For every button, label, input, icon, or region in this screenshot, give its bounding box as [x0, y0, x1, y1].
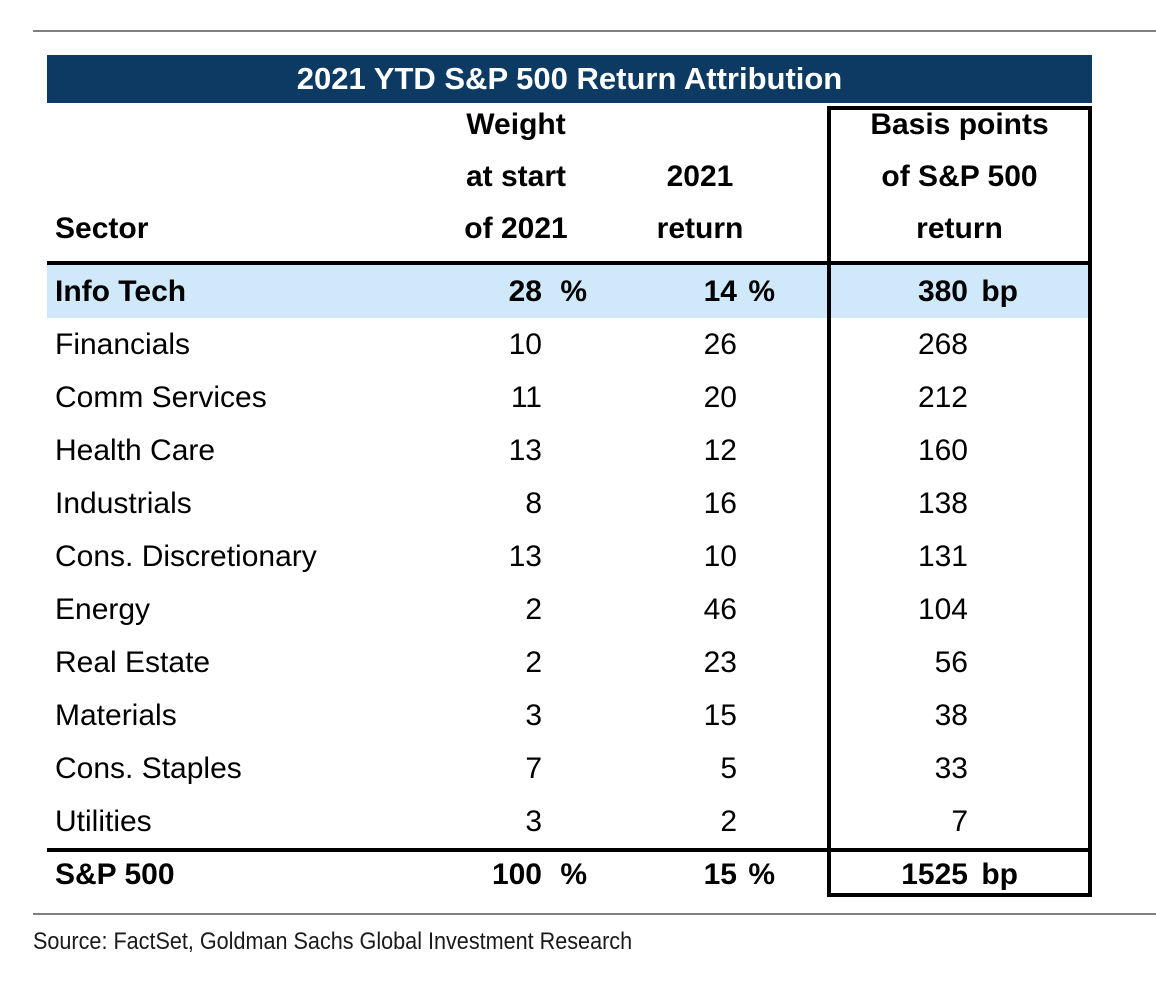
- weight-cell: 8: [525, 486, 542, 520]
- return-cell: 10: [703, 539, 737, 573]
- sector-name: Cons. Staples: [55, 751, 242, 785]
- top-divider: [33, 30, 1156, 32]
- bp-cell: 1525 bp: [901, 857, 1018, 891]
- source-divider: [33, 913, 1156, 915]
- bp-cell: 268: [917, 327, 968, 361]
- source-attribution: Source: FactSet, Goldman Sachs Global In…: [33, 928, 633, 955]
- weight-cell: 7: [525, 751, 542, 785]
- bp-cell: 7: [951, 804, 968, 838]
- weight-cell: 13: [508, 433, 542, 467]
- table-body: Info Tech 28% 14% 380 bp Financials 10 26…: [47, 265, 1092, 897]
- table-row-financials: Financials 10 26 268: [47, 318, 1092, 371]
- bp-cell: 138: [917, 486, 968, 520]
- header-sector: Sector: [47, 103, 407, 261]
- table-row-utilities: Utilities 3 2 7: [47, 795, 1092, 848]
- bp-cell: 33: [934, 751, 968, 785]
- bp-unit: bp: [981, 274, 1018, 308]
- bp-cell: 212: [917, 380, 968, 414]
- sector-name: S&P 500: [55, 857, 175, 891]
- bp-cell: 160: [917, 433, 968, 467]
- sector-name: Health Care: [55, 433, 216, 467]
- return-cell: 46: [703, 592, 737, 626]
- table-row-cons-staples: Cons. Staples 7 5 33: [47, 742, 1092, 795]
- table-row-health-care: Health Care 13 12 160: [47, 424, 1092, 477]
- return-unit: %: [748, 274, 775, 308]
- sector-name: Real Estate: [55, 645, 211, 679]
- return-cell: 26: [703, 327, 737, 361]
- table-row-industrials: Industrials 8 16 138: [47, 477, 1092, 530]
- return-attribution-table: 2021 YTD S&P 500 Return Attribution Sect…: [47, 55, 1092, 897]
- weight-cell: 13: [508, 539, 542, 573]
- table-row-sp500-total: S&P 500 100% 15% 1525 bp: [47, 848, 1092, 897]
- bp-cell: 131: [917, 539, 968, 573]
- table-row-materials: Materials 3 15 38: [47, 689, 1092, 742]
- header-return: 2021 return: [656, 160, 744, 245]
- sector-name: Industrials: [55, 486, 192, 520]
- table-row-energy: Energy 2 46 104: [47, 583, 1092, 636]
- table-row-real-estate: Real Estate 2 23 56: [47, 636, 1092, 689]
- bp-cell: 56: [934, 645, 968, 679]
- sector-name: Utilities: [55, 804, 152, 838]
- sector-name: Materials: [55, 698, 177, 732]
- sector-name: Financials: [55, 327, 191, 361]
- return-cell: 20: [703, 380, 737, 414]
- table-row-cons-discretionary: Cons. Discretionary 13 10 131: [47, 530, 1092, 583]
- table-row-info-tech: Info Tech 28% 14% 380 bp: [47, 265, 1092, 318]
- bp-cell: 380 bp: [775, 275, 1092, 309]
- weight-cell: 3: [525, 698, 542, 732]
- weight-cell: 2: [525, 592, 542, 626]
- weight-cell: 28%: [407, 275, 587, 309]
- header-basis-points: Basis points of S&P 500 return: [870, 108, 1049, 245]
- sector-name: Comm Services: [55, 380, 267, 414]
- weight-unit: %: [560, 274, 587, 308]
- return-cell: 15%: [703, 857, 775, 891]
- return-value: 14: [703, 274, 737, 308]
- return-cell: 16: [703, 486, 737, 520]
- weight-cell: 10: [508, 327, 542, 361]
- return-cell: 23: [703, 645, 737, 679]
- sector-name: Energy: [55, 592, 151, 626]
- weight-cell: 3: [525, 804, 542, 838]
- weight-cell: 100%: [491, 857, 587, 891]
- bp-cell: 38: [934, 698, 968, 732]
- return-cell: 12: [703, 433, 737, 467]
- weight-cell: 11: [510, 380, 542, 414]
- weight-value: 28: [508, 274, 542, 308]
- return-cell: 15: [703, 698, 737, 732]
- return-cell: 2: [720, 804, 737, 838]
- return-cell: 14%: [587, 275, 775, 309]
- table-title: 2021 YTD S&P 500 Return Attribution: [47, 55, 1092, 103]
- header-weight: Weight at start of 2021: [464, 108, 568, 245]
- sector-name: Cons. Discretionary: [55, 539, 317, 573]
- table-row-comm-services: Comm Services 11 20 212: [47, 371, 1092, 424]
- return-cell: 5: [720, 751, 737, 785]
- sector-name: Info Tech: [55, 274, 187, 308]
- weight-cell: 2: [525, 645, 542, 679]
- bp-value: 380: [917, 274, 968, 308]
- bp-cell: 104: [917, 592, 968, 626]
- header-sector-label: Sector: [55, 212, 149, 245]
- table-header-row: Sector Weight at start of 2021 2021 retu…: [47, 103, 1092, 265]
